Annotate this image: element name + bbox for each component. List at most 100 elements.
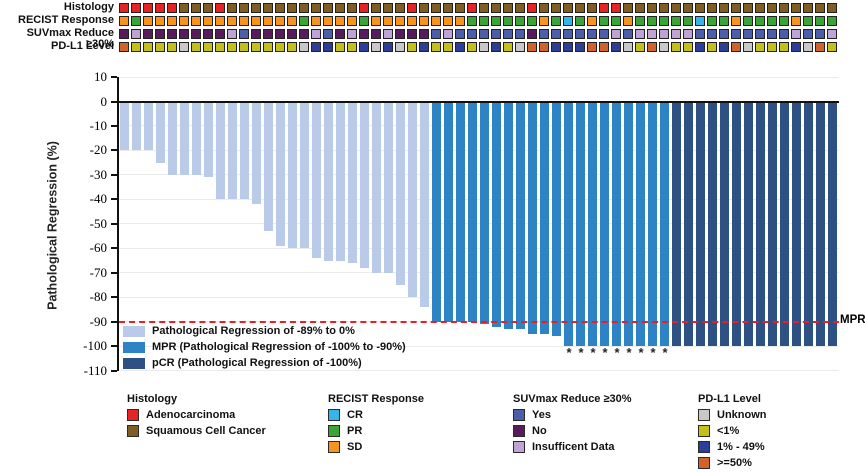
track-cell-histology bbox=[479, 3, 489, 13]
track-cell-suvmax bbox=[383, 29, 393, 39]
track-cell-suvmax bbox=[635, 29, 645, 39]
track-cell-histology bbox=[227, 3, 237, 13]
track-cell-recist bbox=[551, 16, 561, 26]
waterfall-bar bbox=[228, 101, 237, 200]
track-cell-pdl1 bbox=[623, 42, 633, 52]
track-cell-histology bbox=[491, 3, 501, 13]
waterfall-bar bbox=[768, 101, 777, 347]
y-tick-label: -70 bbox=[89, 264, 107, 280]
gridline bbox=[119, 125, 839, 127]
y-axis-line bbox=[117, 77, 119, 371]
track-cell-pdl1 bbox=[287, 42, 297, 52]
track-cell-pdl1 bbox=[599, 42, 609, 52]
track-cell-suvmax bbox=[815, 29, 825, 39]
track-cell-pdl1 bbox=[167, 42, 177, 52]
track-cell-pdl1 bbox=[275, 42, 285, 52]
y-axis-tick bbox=[111, 345, 117, 348]
track-cell-histology bbox=[203, 3, 213, 13]
waterfall-bar bbox=[696, 101, 705, 347]
legend-item-label: Adenocarcinoma bbox=[146, 409, 236, 421]
track-cell-recist bbox=[767, 16, 777, 26]
gridline bbox=[119, 198, 839, 200]
waterfall-bar bbox=[156, 101, 165, 163]
gridline bbox=[119, 174, 839, 176]
track-cell-pdl1 bbox=[407, 42, 417, 52]
track-cell-histology bbox=[791, 3, 801, 13]
track-cell-suvmax bbox=[743, 29, 753, 39]
legend-swatch bbox=[513, 425, 525, 437]
track-cell-recist bbox=[395, 16, 405, 26]
waterfall-bar bbox=[600, 101, 609, 347]
track-cell-suvmax bbox=[695, 29, 705, 39]
waterfall-bar bbox=[312, 101, 321, 259]
track-cell-recist bbox=[491, 16, 501, 26]
legend-swatch bbox=[328, 425, 340, 437]
track-cell-suvmax bbox=[287, 29, 297, 39]
track-cell-recist bbox=[239, 16, 249, 26]
track-cell-pdl1 bbox=[503, 42, 513, 52]
track-cell-histology bbox=[215, 3, 225, 13]
track-cell-pdl1 bbox=[131, 42, 141, 52]
legend-item-label: CR bbox=[347, 409, 363, 421]
y-axis-tick bbox=[111, 222, 117, 225]
track-cell-histology bbox=[671, 3, 681, 13]
track-cell-pdl1 bbox=[539, 42, 549, 52]
legend-swatch bbox=[127, 409, 139, 421]
y-tick-label: 10 bbox=[94, 69, 107, 85]
track-cell-recist bbox=[311, 16, 321, 26]
track-cell-suvmax bbox=[239, 29, 249, 39]
track-cell-recist bbox=[131, 16, 141, 26]
track-cell-suvmax bbox=[587, 29, 597, 39]
track-cell-suvmax bbox=[179, 29, 189, 39]
gridline bbox=[119, 370, 839, 372]
waterfall-bar bbox=[552, 101, 561, 337]
y-tick-label: -100 bbox=[83, 338, 107, 354]
gridline bbox=[119, 296, 839, 298]
track-cell-recist bbox=[191, 16, 201, 26]
track-cell-suvmax bbox=[707, 29, 717, 39]
track-cell-histology bbox=[575, 3, 585, 13]
track-cell-suvmax bbox=[191, 29, 201, 39]
track-cell-suvmax bbox=[443, 29, 453, 39]
track-cell-recist bbox=[479, 16, 489, 26]
track-cell-histology bbox=[527, 3, 537, 13]
track-cell-pdl1 bbox=[527, 42, 537, 52]
track-cell-suvmax bbox=[203, 29, 213, 39]
track-cell-suvmax bbox=[419, 29, 429, 39]
waterfall-bar bbox=[252, 101, 261, 205]
waterfall-bar bbox=[684, 101, 693, 347]
track-cell-histology bbox=[767, 3, 777, 13]
asterisk-marker: * bbox=[650, 345, 656, 360]
track-cell-histology bbox=[431, 3, 441, 13]
waterfall-bar bbox=[804, 101, 813, 347]
track-cell-histology bbox=[707, 3, 717, 13]
track-cell-histology bbox=[467, 3, 477, 13]
track-cell-histology bbox=[803, 3, 813, 13]
track-cell-histology bbox=[395, 3, 405, 13]
track-cell-recist bbox=[635, 16, 645, 26]
asterisk-marker: * bbox=[602, 345, 608, 360]
track-cell-recist bbox=[527, 16, 537, 26]
track-label-recist: RECIST Response bbox=[18, 14, 114, 26]
track-cell-recist bbox=[167, 16, 177, 26]
legend-swatch bbox=[698, 457, 710, 469]
legend-swatch bbox=[513, 441, 525, 453]
track-cell-histology bbox=[683, 3, 693, 13]
track-cell-recist bbox=[155, 16, 165, 26]
waterfall-bar bbox=[780, 101, 789, 347]
track-cell-suvmax bbox=[827, 29, 837, 39]
track-cell-pdl1 bbox=[779, 42, 789, 52]
track-cell-pdl1 bbox=[191, 42, 201, 52]
asterisk-marker: * bbox=[626, 345, 632, 360]
y-tick-label: -30 bbox=[89, 166, 107, 182]
gridline bbox=[119, 247, 839, 249]
waterfall-bar bbox=[756, 101, 765, 347]
track-cell-pdl1 bbox=[227, 42, 237, 52]
track-cell-suvmax bbox=[623, 29, 633, 39]
track-cell-suvmax bbox=[599, 29, 609, 39]
legend-swatch bbox=[698, 425, 710, 437]
y-axis-tick bbox=[111, 100, 117, 103]
waterfall-bar bbox=[204, 101, 213, 178]
track-cell-suvmax bbox=[467, 29, 477, 39]
